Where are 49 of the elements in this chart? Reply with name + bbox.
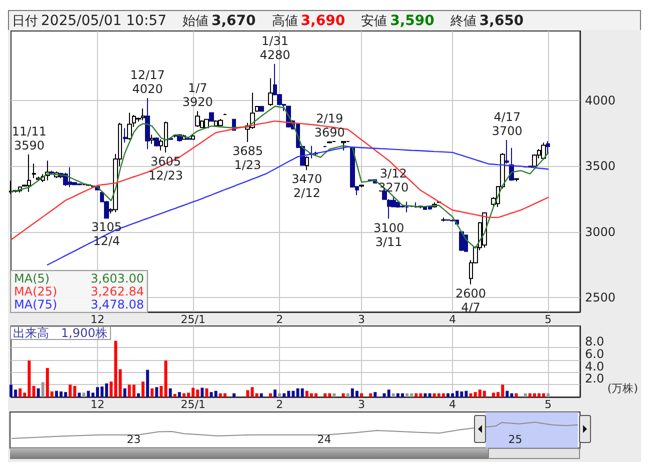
x-tick-label: 2 xyxy=(276,313,284,326)
x-tick-label: 3 xyxy=(358,398,366,411)
x-tick-label: 23 xyxy=(126,433,141,446)
text: MA(75) 3,478.08 xyxy=(14,298,144,312)
text: MA(25) 3,262.84 xyxy=(14,284,144,298)
x-tick-label: 25/1 xyxy=(180,313,206,326)
y-tick-label: 2500 xyxy=(585,290,616,305)
text: 終値 xyxy=(450,12,476,30)
annotation: 3105 12/4 xyxy=(91,220,122,248)
annotation: 1/7 3920 xyxy=(182,81,213,110)
annotation: 3470 2/12 xyxy=(292,172,322,200)
x-tick-label: 2 xyxy=(276,398,284,411)
annotation: 12/17 4020 xyxy=(130,68,165,96)
x-tick-label: 25/1 xyxy=(180,398,206,411)
y-axis-title: (万株) xyxy=(607,382,638,395)
text: 3,670 xyxy=(212,12,256,28)
x-tick-label: 5 xyxy=(544,398,552,411)
x-tick-label: 4 xyxy=(449,398,456,411)
x-tick-label: 5 xyxy=(544,313,552,326)
text: 日付 xyxy=(12,12,38,30)
y-tick-label: 4000 xyxy=(585,94,616,108)
x-tick-label: 3 xyxy=(358,313,366,326)
x-tick-label: 12 xyxy=(90,398,104,411)
text: MA(5) 3,603.00 xyxy=(14,272,144,286)
text: 2025/05/01 10:57 xyxy=(41,12,166,28)
y-tick-label: 4.0 xyxy=(585,359,604,374)
annotation: 1/31 4280 xyxy=(260,34,290,62)
annotation: 4/17 3700 xyxy=(492,110,522,138)
annotation: 3100 3/11 xyxy=(374,220,404,249)
text: 始値 xyxy=(182,12,208,30)
x-tick-label: 4 xyxy=(449,313,456,326)
y-tick-label: 6.0 xyxy=(585,346,604,361)
text: 3,590 xyxy=(390,12,434,28)
x-tick-label: 24 xyxy=(317,433,332,446)
annotation: 11/11 3590 xyxy=(12,124,47,152)
y-tick-label: 3000 xyxy=(585,224,616,239)
y-tick-label: 2.0 xyxy=(585,372,604,386)
annotation: 2/19 3690 xyxy=(314,111,345,140)
text: 3,690 xyxy=(300,12,346,28)
x-tick-label: 12 xyxy=(90,313,104,326)
text: 3,650 xyxy=(479,12,524,28)
text: 高値 xyxy=(272,12,298,30)
x-tick-label: 25 xyxy=(508,433,522,446)
text: 安値 xyxy=(361,12,388,30)
annotation: 3685 1/23 xyxy=(232,144,263,172)
y-tick-label: 8.0 xyxy=(585,334,604,349)
annotation: 2600 4/7 xyxy=(455,286,486,314)
chart-title: 出来高 1,900株 xyxy=(13,326,108,340)
y-tick-label: 3500 xyxy=(585,159,616,174)
